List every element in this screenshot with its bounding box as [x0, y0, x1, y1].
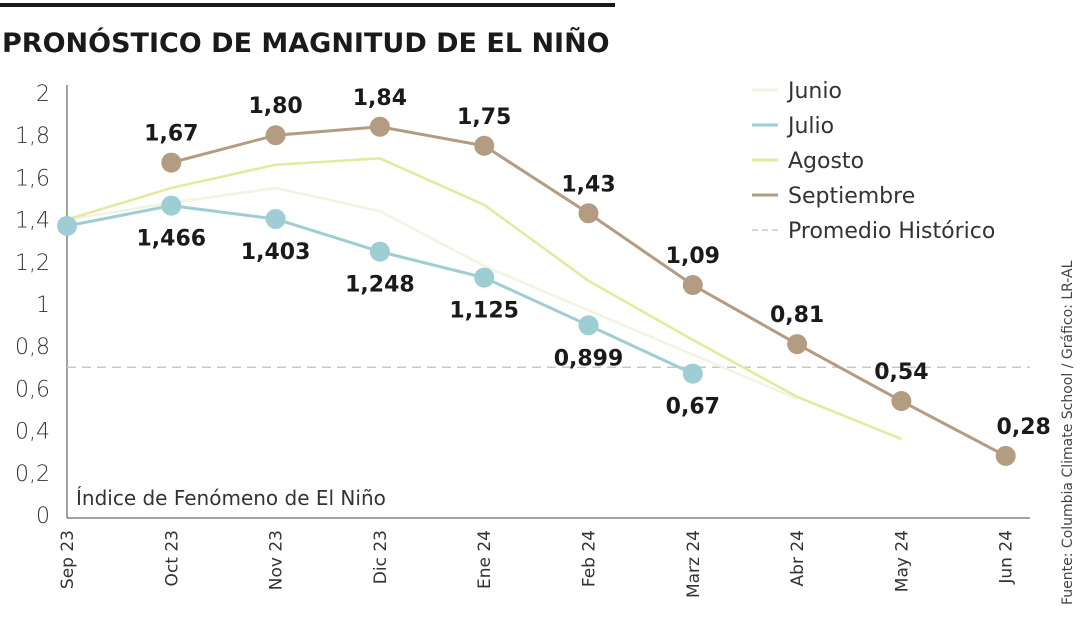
y-tick-label: 1,6	[15, 166, 50, 191]
data-label: 1,248	[345, 273, 415, 298]
legend-label: Junio	[786, 79, 842, 104]
y-tick-label: 0	[36, 504, 50, 529]
y-tick-label: 1,4	[15, 209, 50, 234]
chart-title: PRONÓSTICO DE MAGNITUD DE EL NIÑO	[2, 27, 610, 59]
x-tick-label: Oct 23	[162, 530, 182, 586]
x-tick-label: Feb 24	[580, 530, 600, 587]
data-label: 0,28	[997, 415, 1051, 440]
data-point-julio	[265, 208, 286, 229]
data-point-julio	[57, 215, 77, 236]
data-point-septiembre	[369, 116, 390, 137]
data-label: 1,403	[241, 240, 311, 265]
legend-label: Agosto	[788, 149, 864, 174]
data-point-septiembre	[578, 203, 599, 224]
legend-label: Septiembre	[788, 184, 915, 209]
y-tick-label: 2	[36, 82, 50, 107]
data-label: 0,899	[554, 346, 624, 371]
y-tick-label: 0,6	[15, 377, 50, 402]
data-point-julio	[161, 195, 182, 216]
data-label: 0,54	[874, 360, 928, 385]
y-tick-label: 0,8	[15, 335, 50, 360]
data-label: 1,67	[144, 122, 198, 147]
x-tick-label: Ene 24	[475, 530, 495, 589]
x-tick-label: May 24	[892, 530, 912, 592]
x-tick-label: Abr 24	[788, 530, 808, 586]
data-point-septiembre	[682, 275, 703, 296]
data-label: 1,75	[457, 105, 511, 130]
legend-label: Julio	[786, 114, 834, 139]
series-line-junio	[66, 186, 798, 401]
data-point-julio	[578, 315, 599, 336]
legend-label: Promedio Histórico	[788, 219, 995, 244]
y-tick-label: 0,2	[15, 462, 50, 487]
source-note: Fuente: Columbia Climate School / Gráfic…	[1060, 260, 1076, 605]
data-point-septiembre	[995, 445, 1016, 466]
data-label: 1,125	[449, 299, 519, 324]
data-label: 1,09	[666, 244, 720, 269]
data-label: 1,43	[561, 172, 615, 197]
data-point-julio	[369, 241, 390, 262]
x-tick-label: Sep 23	[58, 530, 78, 589]
y-tick-label: 0,4	[15, 420, 50, 445]
x-tick-label: Dic 23	[371, 530, 391, 584]
y-axis-label: Índice de Fenómeno de El Niño	[76, 486, 386, 510]
data-point-septiembre	[891, 391, 912, 412]
data-label: 1,466	[137, 227, 207, 252]
data-label: 0,81	[770, 303, 824, 328]
y-tick-label: 1	[36, 293, 50, 318]
title-rule	[0, 3, 615, 7]
data-point-septiembre	[161, 152, 182, 173]
x-tick-label: Nov 23	[267, 530, 287, 590]
y-tick-label: 1,8	[15, 124, 50, 149]
data-label: 1,84	[353, 86, 407, 111]
data-point-julio	[682, 363, 703, 384]
data-label: 1,80	[248, 94, 302, 119]
x-tick-label: Jun 24	[997, 530, 1017, 585]
series-line-agosto	[66, 157, 902, 441]
data-label: 0,67	[666, 395, 720, 420]
y-tick-label: 1,2	[15, 251, 50, 276]
data-point-septiembre	[265, 125, 286, 146]
data-point-julio	[474, 267, 495, 288]
data-point-septiembre	[474, 135, 495, 156]
data-point-septiembre	[787, 334, 808, 355]
x-tick-label: Marz 24	[684, 530, 704, 598]
